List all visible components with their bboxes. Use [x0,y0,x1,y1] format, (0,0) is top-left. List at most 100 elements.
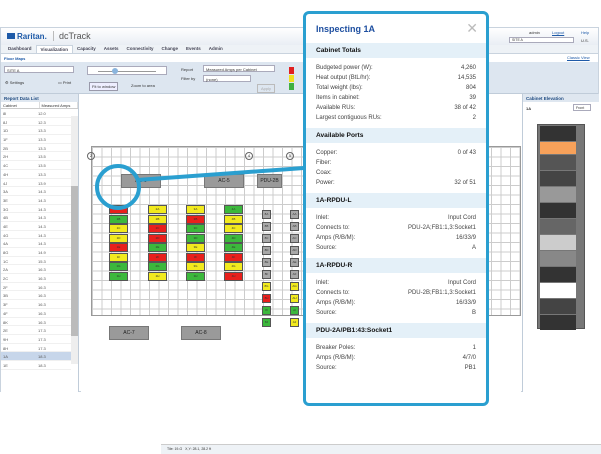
rack-device[interactable] [540,219,576,234]
table-row[interactable]: 4H 13.3 [1,170,71,179]
units-label[interactable]: U.S. [581,38,589,43]
tab-visualization[interactable]: Visualization [35,45,73,53]
cabinet-2G[interactable]: 2G [148,262,167,271]
tab-dashboard[interactable]: Dashboard [8,46,32,51]
cabinet-1B[interactable]: 1B [109,214,128,224]
table-row[interactable]: 2C 16.3 [1,274,71,283]
scrollbar-thumb[interactable] [71,186,78,336]
col-cabinet[interactable]: Cabinet [1,102,40,108]
table-row[interactable]: 4C 13.5 [1,161,71,170]
rack-device[interactable] [540,267,576,282]
table-row[interactable]: 4G 14.3 [1,231,71,240]
cabinet-AA[interactable]: AA [290,210,299,219]
table-row[interactable]: 4F 16.3 [1,309,71,318]
cabinet-3A[interactable]: 3A [186,205,205,214]
site-select[interactable]: SITE A [4,66,74,73]
table-row[interactable]: 8H 17.3 [1,344,71,353]
table-row[interactable]: 1F 13.3 [1,135,71,144]
zoom-to-area-button[interactable]: Zoom to area [131,83,155,88]
table-row[interactable]: 8K 16.3 [1,318,71,327]
close-icon[interactable]: ✕ [466,20,478,36]
cabinet-3G[interactable]: 3G [186,262,205,271]
table-row[interactable]: 4J 13.9 [1,179,71,188]
cabinet-8D[interactable]: 8D [262,246,271,255]
table-row[interactable]: 3F 16.3 [1,300,71,309]
tab-change[interactable]: Change [161,46,179,51]
cabinet-AC[interactable]: AC [290,234,299,243]
rack-device[interactable] [540,235,576,250]
cabinet-2D[interactable]: 2D [148,233,167,243]
tab-admin[interactable]: Admin [208,46,223,51]
table-row[interactable]: 1E 18.3 [1,361,71,370]
cabinet-2E[interactable]: 2E [148,243,167,252]
cabinet-4C[interactable]: 4C [224,224,243,233]
tab-capacity[interactable]: Capacity [76,46,96,51]
cabinet-2A[interactable]: 2A [148,205,167,214]
cabinet-4E[interactable]: 4E [224,243,243,252]
cabinet-2F[interactable]: 2F [148,252,167,262]
cabinet-1E[interactable]: 1E [109,243,128,252]
cabinet-AF[interactable]: AF [290,270,299,279]
table-row[interactable]: 8I 12.0 [1,109,71,118]
cabinet-4G[interactable]: 4G [224,262,243,271]
cabinet-1D[interactable]: 1D [109,233,128,243]
cabinet-8A[interactable]: 8A [262,210,271,219]
rack-device[interactable] [540,126,576,141]
cabinet-4B[interactable]: 4B [224,214,243,224]
rack-device[interactable] [540,171,576,186]
table-row[interactable]: 1A 18.3 [1,352,71,361]
table-row[interactable]: 2B 13.3 [1,144,71,153]
cabinet-3D[interactable]: 3D [186,233,205,243]
cabinet-8F[interactable]: 8F [262,270,271,279]
cabinet-8I[interactable]: 8I [262,306,271,315]
cabinet-2C[interactable]: 2C [148,224,167,233]
table-row[interactable]: 4E 14.3 [1,222,71,231]
cabinet-AG[interactable]: AG [290,282,299,291]
table-row[interactable]: 3E 14.3 [1,196,71,205]
help-link[interactable]: Help [581,30,590,35]
cabinet-8C[interactable]: 8C [262,234,271,243]
filter-select[interactable]: (none) [203,75,251,82]
rack-device[interactable] [540,203,576,218]
cabinet-AD[interactable]: AD [290,246,299,255]
cabinet-3B[interactable]: 3B [186,214,205,224]
cabinet-1G[interactable]: 1G [109,262,128,271]
classic-view-link[interactable]: Classic View [567,55,590,60]
ac-unit[interactable]: AC-8 [181,326,221,340]
cabinet-2H[interactable]: 2H [148,271,167,281]
cabinet-1H[interactable]: 1H [109,271,128,281]
table-row[interactable]: 3A 14.3 [1,187,71,196]
cabinet-3E[interactable]: 3E [186,243,205,252]
cabinet-4H[interactable]: 4H [224,271,243,281]
ac-unit[interactable]: AC-7 [109,326,149,340]
cabinet-3F[interactable]: 3F [186,252,205,262]
table-row[interactable]: 4B 14.3 [1,213,71,222]
cabinet-8G[interactable]: 8G [262,282,271,291]
col-measured-amps[interactable]: Measured Amps [40,102,78,108]
table-row[interactable]: 2H 13.5 [1,152,71,162]
cabinet-AB[interactable]: AB [290,222,299,231]
cabinet-AJ[interactable]: AJ [290,318,299,327]
cabinet-8B[interactable]: 8B [262,222,271,231]
table-row[interactable]: 2E 17.3 [1,326,71,335]
rack-device[interactable] [540,251,576,266]
cabinet-8H[interactable]: 8H [262,294,271,303]
table-row[interactable]: 9H 17.3 [1,335,71,344]
rack-device[interactable] [540,187,576,202]
cabinet-3H[interactable]: 3H [186,271,205,281]
rack-device[interactable] [540,283,576,298]
rack-device[interactable] [540,155,576,170]
table-row[interactable]: 3G 14.3 [1,205,71,214]
cabinet-1C[interactable]: 1C [109,224,128,233]
cabinet-4A[interactable]: 4A [224,205,243,214]
cabinet-AI[interactable]: AI [290,306,299,315]
rack-device[interactable] [540,142,576,154]
table-row[interactable]: 2A 16.3 [1,265,71,275]
cabinet-1F[interactable]: 1F [109,252,128,262]
site-select-header[interactable]: SITE A [509,37,574,43]
view-select[interactable]: Front [573,104,591,111]
table-row[interactable]: 1D 13.3 [1,126,71,136]
cabinet-AH[interactable]: AH [290,294,299,303]
print-button[interactable]: ▭ Print [58,80,72,85]
ac-unit[interactable]: PDU-2B [257,174,282,188]
